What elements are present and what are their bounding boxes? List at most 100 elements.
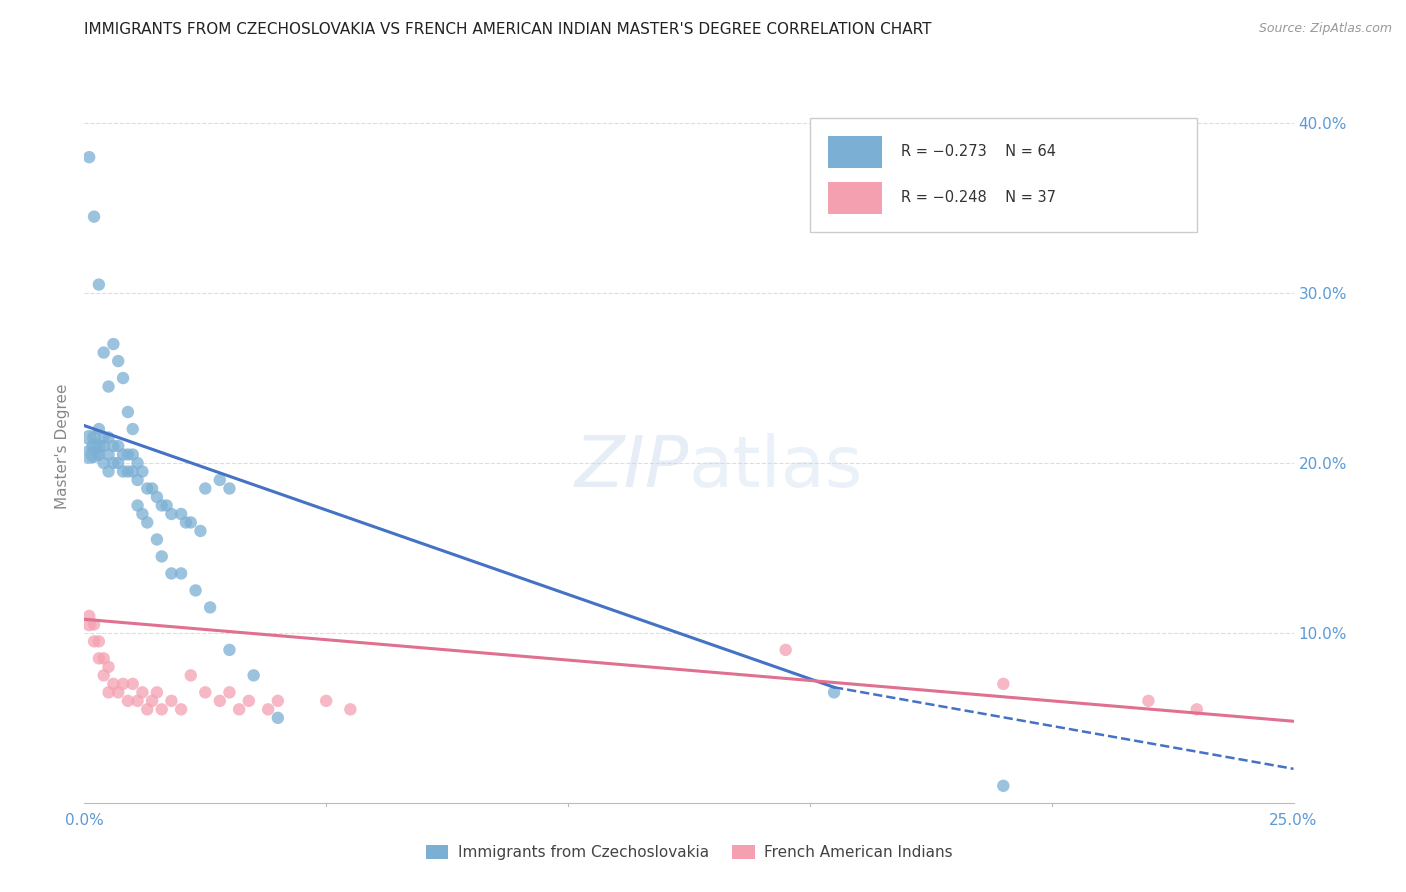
FancyBboxPatch shape: [810, 118, 1197, 232]
Point: [146, 533, 169, 547]
Point: [238, 694, 260, 708]
Point: [103, 439, 125, 453]
Text: R = −0.273    N = 64: R = −0.273 N = 64: [901, 144, 1056, 159]
Point: [823, 685, 845, 699]
Point: [208, 694, 231, 708]
Point: [97, 465, 120, 479]
Point: [180, 516, 202, 530]
Point: [160, 566, 183, 581]
Point: [83, 439, 105, 453]
Point: [112, 677, 135, 691]
Point: [97, 660, 120, 674]
Point: [131, 465, 153, 479]
Point: [218, 482, 240, 496]
Point: [136, 516, 159, 530]
Point: [194, 685, 217, 699]
Text: Source: ZipAtlas.com: Source: ZipAtlas.com: [1258, 22, 1392, 36]
Point: [112, 465, 135, 479]
Point: [97, 685, 120, 699]
Point: [112, 448, 135, 462]
Point: [1185, 702, 1208, 716]
Text: R = −0.248    N = 37: R = −0.248 N = 37: [901, 190, 1056, 205]
Point: [117, 465, 139, 479]
Point: [218, 685, 240, 699]
Point: [103, 677, 125, 691]
Point: [198, 600, 221, 615]
Point: [87, 651, 110, 665]
Point: [136, 482, 159, 496]
Point: [127, 499, 149, 513]
Text: atlas: atlas: [689, 433, 863, 502]
Point: [87, 277, 110, 292]
Point: [77, 617, 100, 632]
Point: [77, 608, 100, 623]
Point: [121, 677, 143, 691]
Point: [93, 456, 115, 470]
Point: [184, 583, 207, 598]
Point: [121, 422, 143, 436]
Point: [146, 490, 169, 504]
Point: [107, 354, 129, 368]
Point: [160, 694, 183, 708]
Point: [93, 651, 115, 665]
Point: [121, 465, 143, 479]
FancyBboxPatch shape: [828, 136, 883, 168]
Point: [77, 150, 100, 164]
Point: [107, 685, 129, 699]
Legend: Immigrants from Czechoslovakia, French American Indians: Immigrants from Czechoslovakia, French A…: [419, 839, 959, 866]
Point: [93, 668, 115, 682]
Point: [107, 456, 129, 470]
Point: [1137, 694, 1160, 708]
Point: [127, 473, 149, 487]
Point: [141, 482, 163, 496]
Point: [174, 516, 197, 530]
Point: [87, 448, 110, 462]
Point: [170, 566, 193, 581]
Point: [87, 439, 110, 453]
Point: [136, 702, 159, 716]
Point: [993, 779, 1015, 793]
Text: IMMIGRANTS FROM CZECHOSLOVAKIA VS FRENCH AMERICAN INDIAN MASTER'S DEGREE CORRELA: IMMIGRANTS FROM CZECHOSLOVAKIA VS FRENCH…: [84, 22, 932, 37]
Point: [97, 430, 120, 444]
Point: [87, 634, 110, 648]
Point: [87, 422, 110, 436]
Point: [117, 448, 139, 462]
Point: [218, 643, 240, 657]
Point: [150, 499, 173, 513]
Point: [117, 694, 139, 708]
Point: [180, 668, 202, 682]
Point: [97, 448, 120, 462]
Point: [127, 456, 149, 470]
FancyBboxPatch shape: [828, 182, 883, 214]
Point: [77, 448, 100, 462]
Point: [257, 702, 280, 716]
Point: [339, 702, 361, 716]
Point: [103, 456, 125, 470]
Point: [141, 694, 163, 708]
Point: [131, 685, 153, 699]
Point: [242, 668, 264, 682]
Point: [190, 524, 212, 538]
Point: [194, 482, 217, 496]
Point: [97, 379, 120, 393]
Point: [146, 685, 169, 699]
Point: [315, 694, 337, 708]
Point: [83, 448, 105, 462]
Point: [83, 430, 105, 444]
Point: [117, 405, 139, 419]
Point: [160, 507, 183, 521]
Point: [150, 549, 173, 564]
Point: [103, 337, 125, 351]
Point: [107, 439, 129, 453]
Point: [77, 430, 100, 444]
Point: [150, 702, 173, 716]
Point: [155, 499, 177, 513]
Point: [228, 702, 250, 716]
Point: [208, 473, 231, 487]
Point: [112, 371, 135, 385]
Point: [93, 345, 115, 359]
Point: [83, 210, 105, 224]
Y-axis label: Master's Degree: Master's Degree: [55, 384, 70, 508]
Point: [121, 448, 143, 462]
Point: [127, 694, 149, 708]
